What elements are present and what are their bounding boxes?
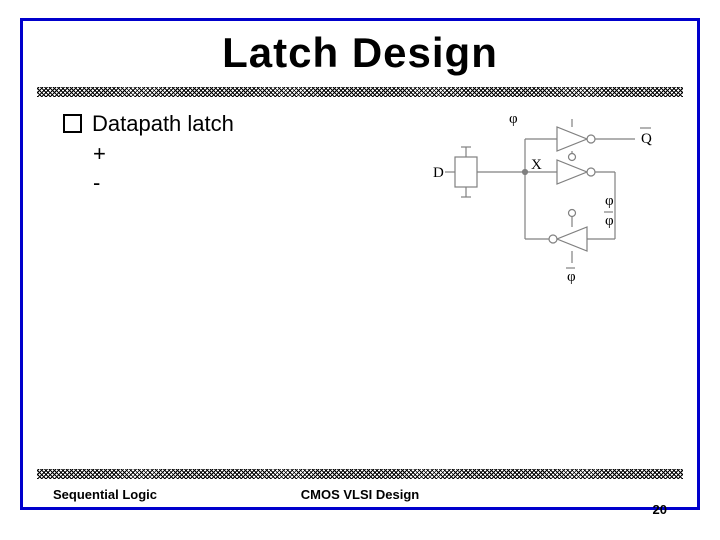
bullet-main-row: Datapath latch	[63, 109, 234, 139]
bullet-minus: -	[93, 168, 234, 198]
footer: Sequential Logic CMOS VLSI Design 20	[53, 487, 667, 502]
bullet-list: Datapath latch + -	[63, 109, 234, 198]
slide-frame: Latch Design Datapath latch + - D	[20, 18, 700, 510]
slide: Latch Design Datapath latch + - D	[0, 0, 720, 540]
bullet-main-text: Datapath latch	[92, 109, 234, 139]
footer-left: Sequential Logic	[53, 487, 157, 502]
label-phi-bot2: φ	[567, 269, 576, 285]
label-phi-mid: φ	[605, 193, 614, 209]
label-d: D	[433, 165, 444, 181]
label-phi-bot1: φ	[605, 213, 614, 229]
bullet-marker-icon	[63, 114, 82, 133]
slide-title: Latch Design	[23, 29, 697, 77]
divider-bottom	[37, 469, 683, 479]
latch-schematic: D X	[427, 109, 667, 289]
label-x: X	[531, 157, 542, 173]
footer-right: 20	[653, 502, 667, 517]
label-phi-top: φ	[509, 111, 518, 127]
bullet-plus: +	[93, 139, 234, 169]
label-qbar: Q	[641, 131, 652, 147]
divider-top	[37, 87, 683, 97]
